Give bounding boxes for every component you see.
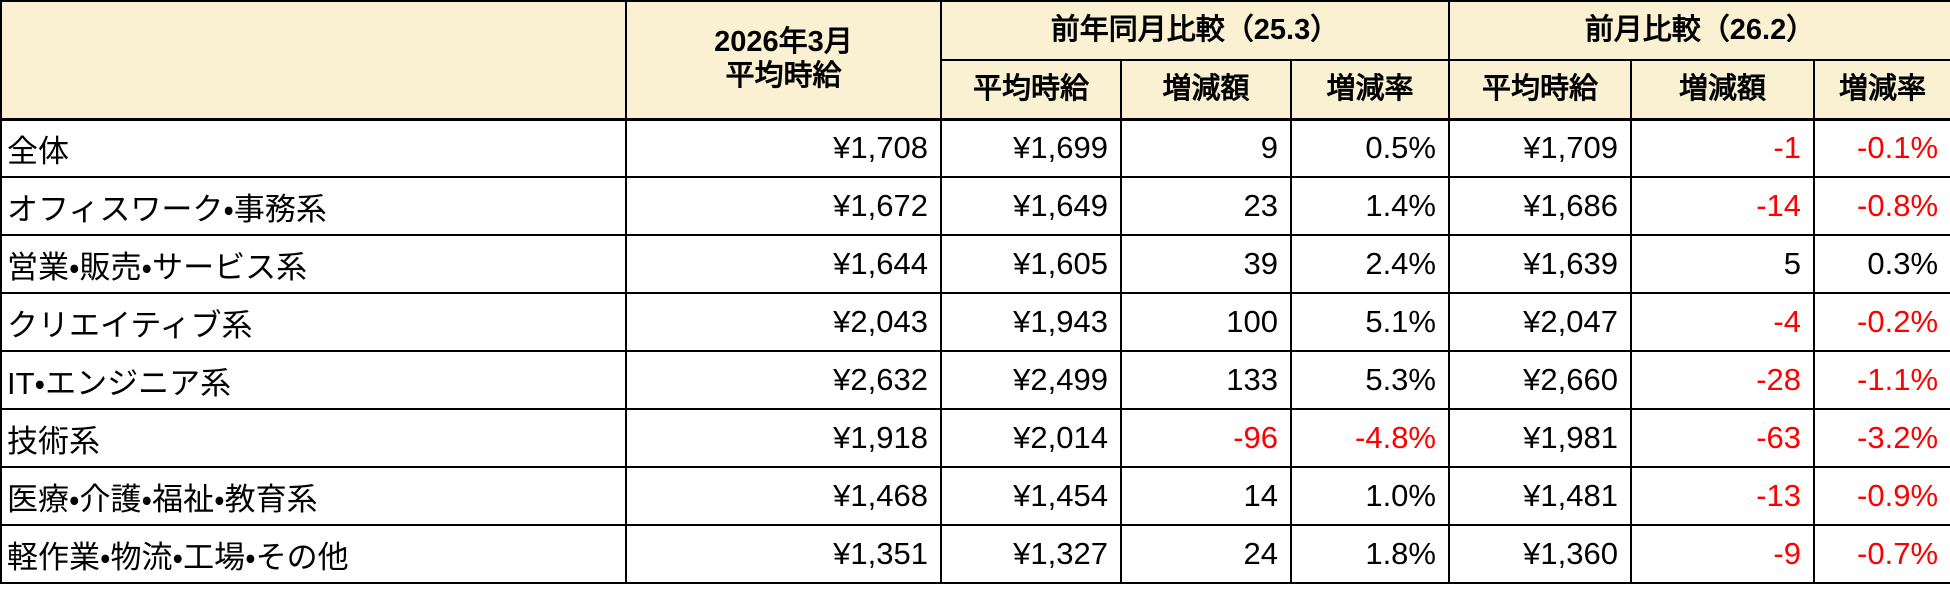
value-cell: -0.9% [1812,466,1950,526]
value-cell: ¥1,981 [1448,408,1632,468]
col-header-yoy-avg: 平均時給 [940,59,1122,120]
category-cell: 医療・介護・福祉・教育系 [0,466,627,526]
value-cell: 1.4% [1290,176,1450,236]
value-cell: ¥1,351 [625,524,942,584]
category-cell: IT・エンジニア系 [0,350,627,410]
value-cell: 5.3% [1290,350,1450,410]
value-cell: -14 [1630,176,1815,236]
value-cell: ¥2,632 [625,350,942,410]
value-cell: -28 [1630,350,1815,410]
value-cell: -0.7% [1812,524,1950,584]
value-cell: ¥1,699 [940,118,1122,178]
table-body: 全体 ¥1,708 ¥1,699 9 0.5% ¥1,709 -1 -0.1% オフィスワーク・… [0,118,1950,584]
value-cell: -13 [1630,466,1815,526]
value-cell: 0.5% [1290,118,1450,178]
value-cell: 2.4% [1290,234,1450,294]
value-cell: ¥2,499 [940,350,1122,410]
value-cell: 5 [1630,234,1815,294]
category-cell: 軽作業・物流・工場・その他 [0,524,627,584]
value-cell: ¥1,708 [625,118,942,178]
value-cell: -96 [1120,408,1292,468]
value-cell: 5.1% [1290,292,1450,352]
value-cell: ¥1,468 [625,466,942,526]
col-header-mom-rate: 増減率 [1812,59,1950,120]
value-cell: -4.8% [1290,408,1450,468]
col-header-current-month: 2026年3月 平均時給 [625,0,942,120]
value-cell: 39 [1120,234,1292,294]
category-cell: 全体 [0,118,627,178]
value-cell: -3.2% [1812,408,1950,468]
value-cell: ¥1,943 [940,292,1122,352]
value-cell: 23 [1120,176,1292,236]
group-header-mom: 前月比較（26.2） [1447,0,1950,61]
value-cell: ¥2,043 [625,292,942,352]
value-cell: -63 [1630,408,1815,468]
value-cell: ¥1,649 [940,176,1122,236]
value-cell: 1.8% [1290,524,1450,584]
category-cell: オフィスワーク・事務系 [0,176,627,236]
col-header-yoy-rate: 増減率 [1290,59,1450,120]
value-cell: ¥1,454 [940,466,1122,526]
value-cell: ¥1,709 [1448,118,1632,178]
header-row-sub: 平均時給 増減額 増減率 平均時給 増減額 増減率 [1,59,1950,120]
category-cell: 営業・販売・サービス系 [0,234,627,294]
value-cell: -0.2% [1812,292,1950,352]
table-row: 軽作業・物流・工場・その他 ¥1,351 ¥1,327 24 1.8% ¥1,360 -9-… [0,524,1950,584]
value-cell: 0.3% [1812,234,1950,294]
value-cell: -0.8% [1812,176,1950,236]
value-cell: ¥1,672 [625,176,942,236]
value-cell: ¥2,014 [940,408,1122,468]
value-cell: ¥2,660 [1448,350,1632,410]
table-header: 2026年3月 平均時給 前年同月比較（25.3） 前月比較（26.2） 平均時… [0,0,1950,120]
col-header-mom-diff: 増減額 [1630,59,1815,120]
value-cell: ¥1,481 [1448,466,1632,526]
value-cell: 133 [1120,350,1292,410]
table-row: 医療・介護・福祉・教育系 ¥1,468 ¥1,454 14 1.0% ¥1,481 -13-… [0,466,1950,526]
category-cell: クリエイティブ系 [0,292,627,352]
value-cell: 24 [1120,524,1292,584]
value-cell: -1.1% [1812,350,1950,410]
table-row: 営業・販売・サービス系 ¥1,644 ¥1,605 39 2.4% ¥1,639 5 0.3% [0,234,1950,294]
value-cell: ¥1,639 [1448,234,1632,294]
category-cell: 技術系 [0,408,627,468]
table-row: オフィスワーク・事務系 ¥1,672 ¥1,649 23 1.4% ¥1,686 -14 -0… [0,176,1950,236]
value-cell: ¥1,327 [940,524,1122,584]
header-row-groups: 2026年3月 平均時給 前年同月比較（25.3） 前月比較（26.2） [0,0,1950,120]
group-header-yoy: 前年同月比較（25.3） [940,0,1450,61]
value-cell: 9 [1120,118,1292,178]
table-row: 全体 ¥1,708 ¥1,699 9 0.5% ¥1,709 -1 -0.1% [0,118,1950,178]
value-cell: ¥1,360 [1448,524,1632,584]
value-cell: ¥1,605 [940,234,1122,294]
value-cell: -9 [1630,524,1815,584]
value-cell: 1.0% [1290,466,1450,526]
corner-cell [0,0,627,120]
value-cell: -1 [1630,118,1815,178]
value-cell: -4 [1630,292,1815,352]
value-cell: 100 [1120,292,1292,352]
value-cell: -0.1% [1812,118,1950,178]
table-row: IT・エンジニア系 ¥2,632 ¥2,499 133 5.3% ¥2,660 -28 -1.… [0,350,1950,410]
col-header-mom-avg: 平均時給 [1448,59,1632,120]
value-cell: 14 [1120,466,1292,526]
table-row: 技術系 ¥1,918 ¥2,014 -96 -4.8% ¥1,981 -63 -3.2% [0,408,1950,468]
value-cell: ¥1,686 [1448,176,1632,236]
value-cell: ¥1,644 [625,234,942,294]
value-cell: ¥1,918 [625,408,942,468]
table-row: クリエイティブ系 ¥2,043 ¥1,943 100 5.1% ¥2,047 -4 -0.2% [0,292,1950,352]
col-header-yoy-diff: 増減額 [1120,59,1292,120]
value-cell: ¥2,047 [1448,292,1632,352]
